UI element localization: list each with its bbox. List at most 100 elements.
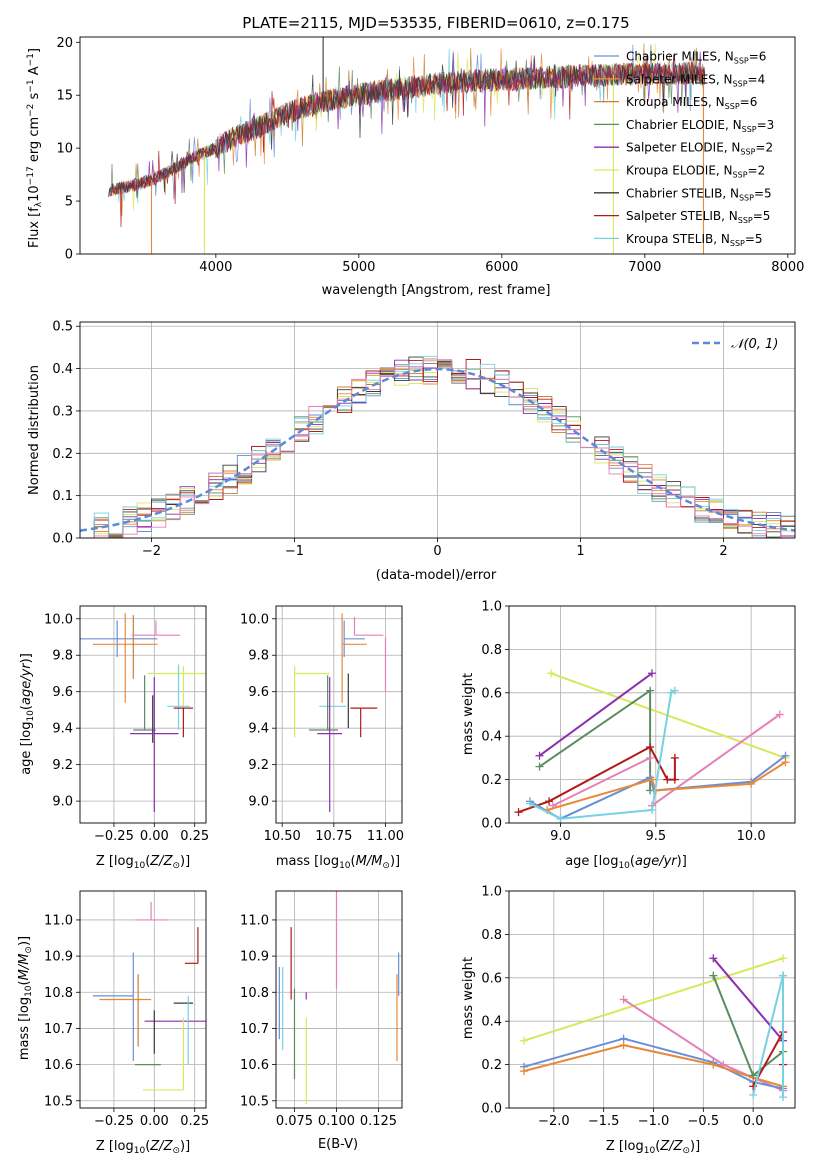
legend-label-subscript: SSP xyxy=(733,79,748,88)
age-vs-metallicity-panel: −0.25 0.00 0.25 9.0 9.2 9.4 9.6 9.8 10.0 xyxy=(44,605,209,844)
y-tick-label: 0.1 xyxy=(52,489,73,504)
legend-label-value: =2 xyxy=(755,141,773,155)
legend-label-value: =5 xyxy=(745,232,763,246)
mwZ-xlabel: Z [log10(Z/Z⊙)] xyxy=(606,1139,700,1156)
x-tick-label: −0.5 xyxy=(688,1114,720,1129)
clipped-area xyxy=(293,613,387,813)
spectrum-title: PLATE=2115, MJD=53535, FIBERID=0610, z=0… xyxy=(242,14,629,32)
legend-label-subscript: SSP xyxy=(734,57,749,66)
y-tick-label: 10.0 xyxy=(240,612,269,627)
y-tick-label: 0.5 xyxy=(52,320,73,335)
legend-label-value: =6 xyxy=(749,50,767,64)
spectrum-plot-area: 4000 5000 6000 7000 8000 0 5 10 15 20 xyxy=(56,36,804,275)
legend-label-subscript: SSP xyxy=(740,148,755,157)
y-tick-label: 20 xyxy=(56,36,73,51)
x-tick-label: −2.0 xyxy=(538,1114,570,1129)
legend-label-text: Salpeter ELODIE, N xyxy=(626,141,740,155)
axes-frame xyxy=(79,605,207,824)
ageZ-xlabel: Z [log10(Z/Z⊙)] xyxy=(96,854,190,871)
legend-label: Kroupa ELODIE, NSSP=2 xyxy=(626,164,765,180)
y-tick-label: 10.5 xyxy=(44,1094,73,1109)
y-tick-label: 10.0 xyxy=(44,612,73,627)
x-tick-label: 0.00 xyxy=(140,829,169,844)
x-tick-label: 6000 xyxy=(485,260,518,275)
y-tick-label: 15 xyxy=(56,89,73,104)
clipped-area xyxy=(92,901,206,1091)
x-tick-label: 0.100 xyxy=(318,1114,355,1129)
mass-vs-metallicity-panel: −0.25 0.00 0.25 10.5 10.6 10.7 10.8 10.9 11.0 xyxy=(44,890,209,1129)
y-tick-label: 0.2 xyxy=(52,447,73,462)
x-tick-label: 0 xyxy=(433,544,441,559)
y-tick-label: 0.0 xyxy=(481,817,502,832)
spectrum-series-line xyxy=(108,55,706,198)
y-tick-label: 0.0 xyxy=(52,532,73,547)
x-tick-label: 0.125 xyxy=(360,1114,397,1129)
y-tick-label: 0.8 xyxy=(481,643,502,658)
legend-label-text: Chabrier MILES, N xyxy=(626,50,734,64)
y-tick-label: 0 xyxy=(65,248,73,263)
residual-histogram xyxy=(80,359,795,538)
legend-label-subscript: SSP xyxy=(739,193,754,202)
legend-label-value: =5 xyxy=(753,209,771,223)
y-tick-label: 10.7 xyxy=(44,1022,73,1037)
y-tick-label: 10 xyxy=(56,142,73,157)
x-tick-label: 1 xyxy=(576,544,584,559)
legend-label-value: =5 xyxy=(754,186,772,200)
legend-label-subscript: SSP xyxy=(725,102,740,111)
y-tick-label: 9.2 xyxy=(248,758,269,773)
x-tick-label: 2 xyxy=(719,544,727,559)
x-tick-label: 0.25 xyxy=(180,1114,209,1129)
age-vs-mass-panel: 10.50 10.75 11.00 9.0 9.2 9.4 9.6 9.8 10.0 xyxy=(240,605,404,844)
residuals-ylabel: Normed distribution xyxy=(27,365,42,495)
spectrum-panel: PLATE=2115, MJD=53535, FIBERID=0610, z=0… xyxy=(26,14,804,298)
clipped-area xyxy=(108,37,706,254)
legend-label-subscript: SSP xyxy=(733,171,748,180)
legend-label: Salpeter ELODIE, NSSP=2 xyxy=(626,141,773,157)
y-tick-label: 0.4 xyxy=(481,1015,502,1030)
residuals-legend: 𝒩(0, 1) xyxy=(692,337,778,352)
x-tick-label: 11.00 xyxy=(367,829,404,844)
y-tick-label: 11.0 xyxy=(240,913,269,928)
axes-frame xyxy=(79,321,796,539)
clipped-area xyxy=(519,954,788,1102)
axes-frame xyxy=(79,36,796,255)
y-tick-label: 9.6 xyxy=(52,685,73,700)
legend-label-value: =6 xyxy=(740,95,758,109)
legend-label: Chabrier ELODIE, NSSP=3 xyxy=(626,118,774,134)
legend-label: Chabrier STELIB, NSSP=5 xyxy=(626,186,772,202)
y-tick-label: 9.4 xyxy=(248,722,269,737)
x-tick-label: −1.0 xyxy=(638,1114,670,1129)
y-tick-label: 10.6 xyxy=(240,1058,269,1073)
normal-curve xyxy=(80,367,795,532)
legend-label-value: =2 xyxy=(748,164,766,178)
legend-label-text: Chabrier STELIB, N xyxy=(626,186,739,200)
mwAge-ylabel: mass weight xyxy=(461,673,476,755)
y-tick-label: 10.8 xyxy=(44,986,73,1001)
legend-label-text: Salpeter MILES, N xyxy=(626,72,733,86)
x-tick-label: 10.0 xyxy=(737,829,766,844)
y-tick-label: 5 xyxy=(65,195,73,210)
ageM-xlabel: mass [log10(M/M⊙)] xyxy=(276,854,400,871)
x-tick-label: 10.50 xyxy=(264,829,301,844)
x-tick-label: −2 xyxy=(142,544,161,559)
y-tick-label: 9.0 xyxy=(248,795,269,810)
clipped-area xyxy=(514,669,790,823)
legend-label-text: Chabrier ELODIE, N xyxy=(626,118,742,132)
x-tick-label: 10.75 xyxy=(315,829,352,844)
y-tick-label: 1.0 xyxy=(481,885,502,900)
legend-label: Kroupa STELIB, NSSP=5 xyxy=(626,232,763,248)
residuals-panel: −2 −1 0 1 2 0.0 0.1 0.2 0.3 0.4 0.5 (data-model)/e… xyxy=(27,320,796,583)
x-tick-label: 5000 xyxy=(342,260,375,275)
x-tick-label: 0.0 xyxy=(743,1114,764,1129)
massweight-vs-age-panel: 9.0 9.5 10.0 0.0 0.2 0.4 0.6 0.8 1.0 xyxy=(481,600,796,844)
x-tick-label: 4000 xyxy=(199,260,232,275)
y-tick-label: 0.2 xyxy=(481,1058,502,1073)
legend-label-text: Kroupa MILES, N xyxy=(626,95,725,109)
x-tick-label: 7000 xyxy=(628,260,661,275)
massE-xlabel: E(B-V) xyxy=(318,1137,358,1152)
x-tick-label: −1.5 xyxy=(588,1114,620,1129)
x-tick-label: −0.25 xyxy=(94,1114,134,1129)
massweight-line xyxy=(712,957,784,1042)
x-tick-label: 0.00 xyxy=(140,1114,169,1129)
x-tick-label: 9.5 xyxy=(645,829,666,844)
